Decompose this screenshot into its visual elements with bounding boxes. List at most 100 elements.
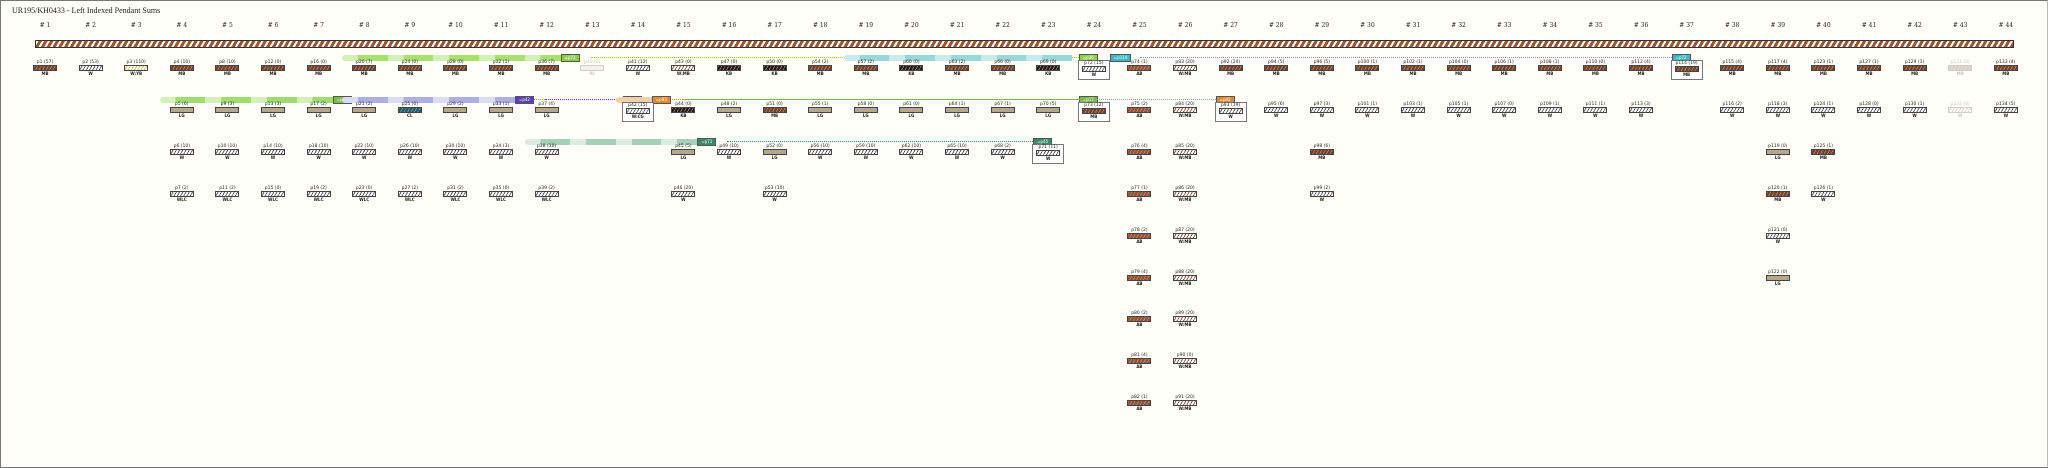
pendant[interactable]: p12 (0) MB <box>258 60 288 77</box>
pendant[interactable]: p106 (1) MB <box>1489 60 1519 77</box>
pendant[interactable]: p134 (5) W <box>1991 102 2021 119</box>
pendant[interactable]: p89 (20) W:MB <box>1170 311 1200 328</box>
pendant[interactable]: p43 (0) W:MB <box>668 60 698 77</box>
pendant[interactable]: p100 (1) MB <box>1352 60 1382 77</box>
pendant[interactable]: p87 (20) W:MB <box>1170 228 1200 245</box>
pendant[interactable]: p42 (15) W:CG <box>621 101 654 122</box>
pendant[interactable]: p75 (2) AB <box>1124 102 1154 119</box>
pendant[interactable]: p5 (6) LG <box>167 102 197 119</box>
pendant[interactable]: p71 (11) W <box>1032 143 1065 164</box>
pendant[interactable]: p73 (12) MB <box>1077 101 1110 122</box>
pendant[interactable]: p53 (10) W <box>760 186 790 203</box>
pendant[interactable]: p54 (2) MB <box>805 60 835 77</box>
pendant[interactable]: p44 (0) KB <box>668 102 698 119</box>
pendant[interactable]: p18 (10) W <box>304 144 334 161</box>
pendant[interactable]: p80 (2) AB <box>1124 311 1154 328</box>
pendant[interactable]: p35 (0) WLC <box>486 186 516 203</box>
pendant[interactable]: p92 (24) MB <box>1216 60 1246 77</box>
pendant[interactable]: p36 (7) MB <box>532 60 562 77</box>
pendant[interactable]: p14 (10) W <box>258 144 288 161</box>
pendant[interactable]: p61 (0) LG <box>896 102 926 119</box>
pendant[interactable]: p74 (1) AB <box>1124 60 1154 77</box>
pendant[interactable]: p122 (0) LG <box>1763 270 1793 287</box>
pendant[interactable]: p9 (3) LG <box>212 102 242 119</box>
pendant[interactable]: p126 (1) W <box>1808 186 1838 203</box>
pendant[interactable]: p2 (53) W <box>76 60 106 77</box>
pendant[interactable]: p123 (1) MB <box>1808 60 1838 77</box>
pendant[interactable]: p84 (20) W:MB <box>1170 102 1200 119</box>
pendant[interactable]: p82 (1) AB <box>1124 395 1154 412</box>
pendant[interactable]: p121 (0) W <box>1763 228 1793 245</box>
pendant[interactable]: p72 (15) W <box>1077 60 1110 80</box>
pendant[interactable]: p96 (5) MB <box>1307 60 1337 77</box>
pendant[interactable]: p114 (19) MB <box>1670 60 1703 80</box>
pendant[interactable]: p34 (3) W <box>486 144 516 161</box>
pendant[interactable]: p93 (19) W <box>1214 101 1247 122</box>
pendant[interactable]: p24 (0) MB <box>395 60 425 77</box>
pendant[interactable]: p111 (1) W <box>1580 102 1610 119</box>
pendant[interactable]: p68 (2) W <box>988 144 1018 161</box>
pendant[interactable]: p108 (1) MB <box>1535 60 1565 77</box>
pendant[interactable]: p57 (2) MB <box>851 60 881 77</box>
pendant[interactable]: p110 (0) MB <box>1580 60 1610 77</box>
pendant[interactable]: p41 (12) W <box>623 60 653 77</box>
pendant[interactable]: p27 (2) WLC <box>395 186 425 203</box>
pendant[interactable]: p63 (2) MB <box>942 60 972 77</box>
pendant[interactable]: p81 (4) AB <box>1124 353 1154 370</box>
pendant[interactable]: p66 (0) MB <box>988 60 1018 77</box>
pendant[interactable]: p6 (10) W <box>167 144 197 161</box>
pendant[interactable]: p16 (0) MB <box>304 60 334 77</box>
pendant[interactable]: p78 (2) AB <box>1124 228 1154 245</box>
pendant[interactable]: p91 (20) W:MB <box>1170 395 1200 412</box>
pendant[interactable]: p115 (4) MB <box>1717 60 1747 77</box>
pendant[interactable]: p128 (0) W <box>1854 102 1884 119</box>
pendant[interactable]: p8 (10) MB <box>212 60 242 77</box>
pendant[interactable]: p11 (2) WLC <box>212 186 242 203</box>
pendant[interactable]: p38 (10) W <box>532 144 562 161</box>
pendant[interactable]: p117 (4) MB <box>1763 60 1793 77</box>
pendant[interactable]: p51 (0) MB <box>760 102 790 119</box>
pendant[interactable]: p37 (4) LG <box>532 102 562 119</box>
pendant[interactable]: p98 (6) MB <box>1307 144 1337 161</box>
pendant[interactable]: p88 (20) W:MB <box>1170 270 1200 287</box>
pendant[interactable]: p125 (1) MB <box>1808 144 1838 161</box>
pendant[interactable]: p50 (0) KB <box>760 60 790 77</box>
pendant[interactable]: p39 (2) WLC <box>532 186 562 203</box>
pendant[interactable]: p120 (1) MB <box>1763 186 1793 203</box>
pendant[interactable]: p58 (0) LG <box>851 102 881 119</box>
pendant[interactable]: p83 (20) W:MB <box>1170 60 1200 77</box>
pendant[interactable]: p103 (1) W <box>1398 102 1428 119</box>
pendant[interactable]: p26 (10) W <box>395 144 425 161</box>
sum-tag[interactable]: =p42 <box>515 95 534 104</box>
pendant[interactable]: p95 (6) W <box>1261 102 1291 119</box>
pendant[interactable]: p64 (1) LG <box>942 102 972 119</box>
pendant[interactable]: p22 (10) W <box>349 144 379 161</box>
pendant[interactable]: p130 (1) W <box>1900 102 1930 119</box>
sum-tag[interactable]: =p114 <box>1109 54 1132 62</box>
pendant[interactable]: p46 (20) W <box>668 186 698 203</box>
sum-tag[interactable]: =p93 <box>651 95 671 104</box>
pendant[interactable]: p132 (0) W <box>1945 102 1975 119</box>
pendant[interactable]: p131 (0) MB <box>1945 60 1975 77</box>
pendant[interactable]: p124 (1) W <box>1808 102 1838 119</box>
pendant[interactable]: p107 (0) W <box>1489 102 1519 119</box>
pendant[interactable]: p70 (5) LG <box>1033 102 1063 119</box>
pendant[interactable]: p29 (2) LG <box>440 102 470 119</box>
pendant[interactable]: p33 (1) LG <box>486 102 516 119</box>
pendant[interactable]: p4 (10) MB <box>167 60 197 77</box>
pendant[interactable]: p10 (10) W <box>212 144 242 161</box>
pendant[interactable]: p65 (10) W <box>942 144 972 161</box>
pendant[interactable]: p48 (2) LG <box>714 102 744 119</box>
pendant[interactable]: p69 (0) KB <box>1033 60 1063 77</box>
pendant[interactable]: p23 (0) WLC <box>349 186 379 203</box>
pendant[interactable]: p30 (10) W <box>440 144 470 161</box>
pendant[interactable]: p62 (10) W <box>896 144 926 161</box>
pendant[interactable]: p77 (1) AB <box>1124 186 1154 203</box>
pendant[interactable]: p101 (1) W <box>1352 102 1382 119</box>
pendant[interactable]: p3 (110) W:YB <box>121 60 151 77</box>
pendant[interactable]: p31 (2) WLC <box>440 186 470 203</box>
pendant[interactable]: p56 (10) W <box>805 144 835 161</box>
pendant[interactable]: p119 (0) LG <box>1763 144 1793 161</box>
pendant[interactable]: p76 (4) AB <box>1124 144 1154 161</box>
pendant[interactable]: p105 (1) W <box>1444 102 1474 119</box>
